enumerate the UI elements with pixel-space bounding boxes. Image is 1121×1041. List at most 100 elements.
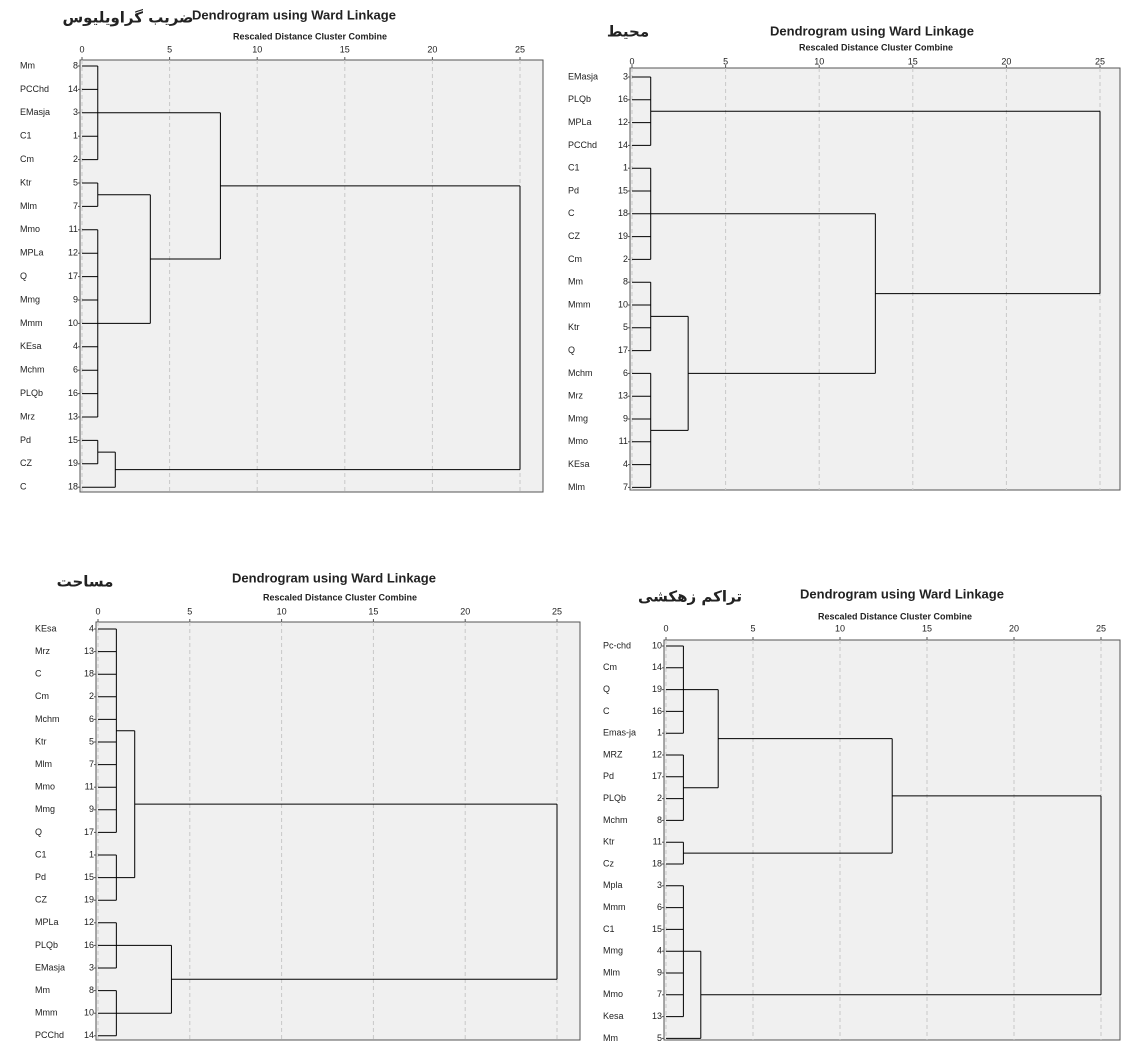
leaf-id: 13: [68, 411, 78, 421]
leaf-id: 4: [657, 946, 662, 956]
x-tick-label: 15: [908, 56, 918, 66]
leaf-label: Mrz: [35, 646, 50, 656]
leaf-label: Mlm: [20, 201, 37, 211]
chart-title: Dendrogram using Ward Linkage: [192, 7, 396, 22]
leaf-id: 9: [89, 804, 94, 814]
leaf-id: 13: [84, 646, 94, 656]
leaf-id: 19: [68, 458, 78, 468]
leaf-id: 15: [68, 435, 78, 445]
x-tick-label: 15: [922, 623, 932, 633]
leaf-id: 5: [73, 177, 78, 187]
leaf-id: 11: [85, 782, 94, 792]
leaf-id: 2: [73, 154, 78, 164]
leaf-label: KEsa: [35, 623, 57, 633]
leaf-id: 11: [69, 224, 78, 234]
leaf-label: Ktr: [603, 837, 615, 847]
leaf-id: 18: [652, 858, 662, 868]
leaf-label: Mmm: [603, 902, 626, 912]
x-tick-label: 25: [1096, 623, 1106, 633]
leaf-label: Mmm: [568, 299, 591, 309]
leaf-id: 6: [73, 365, 78, 375]
x-tick-label: 0: [663, 623, 668, 633]
dendrogram-panels: Dendrogram using Ward Linkage Rescaled Di…: [0, 0, 1121, 1041]
leaf-id: 12: [618, 117, 628, 127]
leaf-id: 16: [68, 388, 78, 398]
panel-label: مساحت: [57, 573, 114, 591]
x-tick-label: 20: [460, 606, 470, 616]
x-tick-label: 20: [427, 44, 437, 54]
leaf-id: 14: [618, 140, 628, 150]
leaf-label: Mm: [20, 60, 35, 70]
leaf-id: 11: [653, 837, 662, 847]
leaf-label: Mmm: [35, 1008, 58, 1018]
leaf-label: Cm: [20, 154, 34, 164]
leaf-label: Ktr: [20, 177, 32, 187]
leaf-id: 17: [84, 827, 94, 837]
plot-frame: [80, 60, 543, 492]
x-tick-label: 25: [515, 44, 525, 54]
leaf-id: 19: [84, 895, 94, 905]
x-tick-label: 15: [368, 606, 378, 616]
leaf-label: C1: [603, 924, 615, 934]
panel-label: محیط: [607, 23, 649, 41]
leaf-id: 17: [618, 345, 628, 355]
leaf-id: 6: [657, 902, 662, 912]
leaf-label: Cm: [603, 662, 617, 672]
leaf-id: 15: [84, 872, 94, 882]
leaf-label: Mchm: [568, 368, 593, 378]
leaf-label: MRZ: [603, 749, 623, 759]
leaf-id: 2: [657, 793, 662, 803]
leaf-id: 19: [618, 231, 628, 241]
leaf-label: Cm: [568, 254, 582, 264]
leaf-id: 16: [652, 706, 662, 716]
leaf-id: 13: [618, 391, 628, 401]
leaf-label: MPLa: [35, 917, 59, 927]
leaf-id: 1: [89, 849, 94, 859]
leaf-label: KEsa: [20, 341, 42, 351]
leaf-label: PLQb: [568, 94, 591, 104]
chart-title: Dendrogram using Ward Linkage: [770, 23, 974, 38]
leaf-id: 10: [652, 640, 662, 650]
leaf-label: Mlm: [35, 759, 52, 769]
leaf-label: EMasja: [35, 962, 65, 972]
leaf-label: Mmo: [35, 782, 55, 792]
leaf-id: 19: [652, 684, 662, 694]
leaf-label: C: [35, 669, 42, 679]
x-tick-label: 10: [252, 44, 262, 54]
panel-label: تراکم زهکشی: [638, 588, 742, 606]
leaf-id: 1: [73, 131, 78, 141]
chart-subtitle: Rescaled Distance Cluster Combine: [799, 42, 953, 52]
leaf-id: 8: [657, 815, 662, 825]
leaf-label: PLQb: [20, 388, 43, 398]
leaf-label: Ktr: [568, 322, 580, 332]
leaf-id: 8: [623, 277, 628, 287]
chart-title: Dendrogram using Ward Linkage: [800, 586, 1004, 601]
leaf-label: KEsa: [568, 459, 590, 469]
leaf-id: 11: [619, 436, 628, 446]
x-tick-label: 25: [552, 606, 562, 616]
leaf-label: Cz: [603, 858, 614, 868]
leaf-id: 4: [623, 459, 628, 469]
leaf-label: Mmg: [568, 413, 588, 423]
leaf-label: Mchm: [20, 365, 45, 375]
leaf-id: 14: [84, 1030, 94, 1040]
leaf-label: Pc-chd: [603, 640, 631, 650]
chart-subtitle: Rescaled Distance Cluster Combine: [263, 592, 417, 602]
leaf-label: Mmg: [20, 294, 40, 304]
leaf-id: 8: [89, 985, 94, 995]
leaf-label: Mmg: [35, 804, 55, 814]
leaf-id: 10: [84, 1008, 94, 1018]
chart-subtitle: Rescaled Distance Cluster Combine: [233, 31, 387, 41]
leaf-label: Mmo: [568, 436, 588, 446]
x-tick-label: 10: [814, 56, 824, 66]
leaf-label: MPLa: [568, 117, 592, 127]
x-tick-label: 5: [187, 606, 192, 616]
leaf-label: Mmo: [20, 224, 40, 234]
leaf-label: Mmo: [603, 989, 623, 999]
leaf-id: 10: [618, 299, 628, 309]
leaf-id: 3: [89, 962, 94, 972]
leaf-id: 1: [623, 163, 628, 173]
leaf-label: PLQb: [35, 940, 58, 950]
leaf-label: Pd: [603, 771, 614, 781]
leaf-label: Kesa: [603, 1011, 624, 1021]
